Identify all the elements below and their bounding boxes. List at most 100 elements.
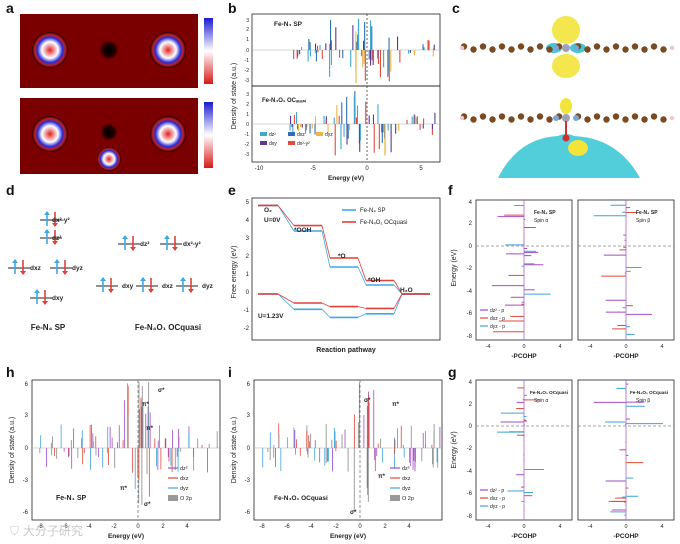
b-xlabel: Energy (eV) [328, 175, 364, 182]
e-ytick-4: 2 [246, 254, 250, 260]
d-spin-up-head [12, 259, 18, 263]
g-xtick-l1: -4 [486, 524, 491, 530]
g-ytick-2: 2 [469, 402, 473, 408]
d-spin-down-head [20, 271, 26, 275]
c-nitrogen-atom [573, 115, 579, 121]
panel-i-dos: Density of state (a.u.) Fe-N₄O₁ OCquasi … [231, 379, 443, 540]
d-spin-down-head [52, 241, 58, 245]
e-oc-u123-connector [357, 306, 367, 309]
map-bottom-ring-left [32, 116, 68, 152]
e-oc-u0-connector [321, 225, 331, 259]
c-carbon-atom [622, 116, 629, 123]
e-sp-u123-connector [277, 293, 295, 310]
b-legend-4: dxy [269, 141, 277, 147]
e-energy-paths [258, 204, 430, 319]
d-spin-up-head [34, 289, 40, 293]
g-right-peaks [593, 383, 664, 516]
b-ytick-b3: 1 [246, 112, 249, 118]
c-bottom-atom-chain [459, 113, 675, 123]
g-xtick-r2: 0 [624, 524, 627, 530]
e-sp-u123-connector [393, 293, 403, 314]
panel-label-g: g [448, 364, 457, 380]
f-xtick-r3: 4 [660, 344, 663, 350]
c-bottom-yellow-lobe [560, 98, 572, 114]
c-carbon-atom [650, 43, 658, 50]
b-legend-swatch-3 [316, 132, 323, 136]
i-xlabel: Energy (eV) [330, 533, 366, 540]
d-caption-right: Fe-N₄O₁ OCquasi [135, 323, 201, 332]
h-ytick-1: 6 [25, 382, 29, 388]
h-ytick-4: -3 [23, 478, 29, 484]
f-ytick-4: -2 [467, 266, 473, 272]
g-legend-1: dz² - p [490, 488, 504, 494]
i-ann-2: π* [392, 402, 400, 408]
e-ytick-1: 5 [246, 200, 250, 206]
e-ytick-8: -2 [244, 326, 250, 332]
e-oc-u123-connector [277, 293, 295, 304]
e-ytick-3: 3 [246, 236, 250, 242]
panel-label-b: b [228, 0, 237, 16]
c-carbon-atom [527, 46, 534, 53]
i-legend-1: dz² [402, 466, 410, 472]
c-hydrogen-atom [669, 45, 675, 51]
b-ytick-b2: 2 [246, 102, 249, 108]
c-carbon-atom [470, 46, 477, 53]
f-spin-left: Spin α [534, 218, 548, 224]
g-ylabel: Energy (eV) [451, 431, 458, 468]
e-oc-u0-connector [393, 280, 403, 295]
c-carbon-atom [612, 43, 620, 50]
c-carbon-atom [593, 43, 601, 50]
panel-label-a: a [6, 0, 14, 16]
f-legend-3: dyz - p [490, 324, 505, 330]
e-ann-u123: U=1.23V [258, 313, 284, 320]
c-carbon-atom [508, 46, 515, 53]
g-left-peaks [496, 387, 545, 502]
e-ytick-6: 0 [246, 290, 250, 296]
c-top-fe-atom [562, 44, 570, 52]
e-ann-h2o: H₂O [400, 287, 413, 294]
h-legend-4: O 2p [180, 496, 192, 502]
h-ylabel: Density of state (a.u.) [9, 417, 16, 484]
f-legend-1: dz² - p [490, 308, 504, 314]
c-bottom-oxygen-atom [562, 134, 570, 142]
e-ytick-2: 4 [246, 218, 250, 224]
d-label-right-5: dyz [202, 283, 214, 290]
e-ytick-7: -1 [244, 308, 250, 314]
h-xtick-1: -8 [37, 524, 43, 530]
f-xticks: -4 0 4 -4 0 4 [486, 344, 664, 350]
h-ann-1: σ* [158, 388, 165, 394]
c-top-structure [459, 16, 675, 78]
g-xtick-r3: 4 [660, 524, 663, 530]
e-ylabel: Free energy (eV) [231, 246, 238, 299]
b-ytick-b7: -3 [245, 152, 250, 158]
panel-g-pcohp: Energy (eV) Fe-N₄O₁ OCquasi Spin α Fe-N₄… [451, 379, 675, 540]
i-xticks: -8 -6 -4 -2 0 2 4 [259, 524, 411, 530]
c-carbon-atom [603, 116, 610, 123]
d-spin-up-head [44, 211, 50, 215]
e-sp-u123-connector [357, 313, 367, 318]
watermark: ⛉ 大分子研究 [10, 524, 83, 538]
e-oc-u123-connector [393, 293, 403, 309]
b-legend-2: dxz [297, 132, 305, 138]
i-xtick-7: 4 [407, 524, 411, 530]
panel-d-orbitals: dx²-y² dz² dxz dyz dxy dz² dx²-y² dxy dx… [8, 211, 214, 332]
c-top-yellow-lobe [552, 16, 580, 44]
i-ann-1: σ* [364, 398, 371, 404]
i-ytick-4: -3 [245, 478, 251, 484]
c-carbon-atom [527, 116, 534, 123]
c-top-atom-chain [459, 43, 675, 53]
i-legend-3: dyz [402, 486, 411, 492]
h-ytick-2: 3 [25, 413, 29, 419]
g-xlabel-right: -PCOHP [613, 533, 639, 540]
h-peaks [39, 382, 218, 506]
i-xtick-5: 0 [358, 524, 362, 530]
c-hydrogen-atom [669, 115, 675, 121]
e-legend-2: Fe-N₄O₁ OCquasi [360, 220, 407, 226]
c-carbon-atom [470, 116, 477, 123]
i-legend: dz² dxz dyz O 2p [390, 466, 414, 502]
d-spin-up-head [54, 259, 60, 263]
e-sp-u0-connector [357, 266, 367, 286]
h-legend-1: dz² [180, 466, 188, 472]
d-spin-down-head [172, 247, 178, 251]
c-nitrogen-atom [553, 115, 559, 121]
